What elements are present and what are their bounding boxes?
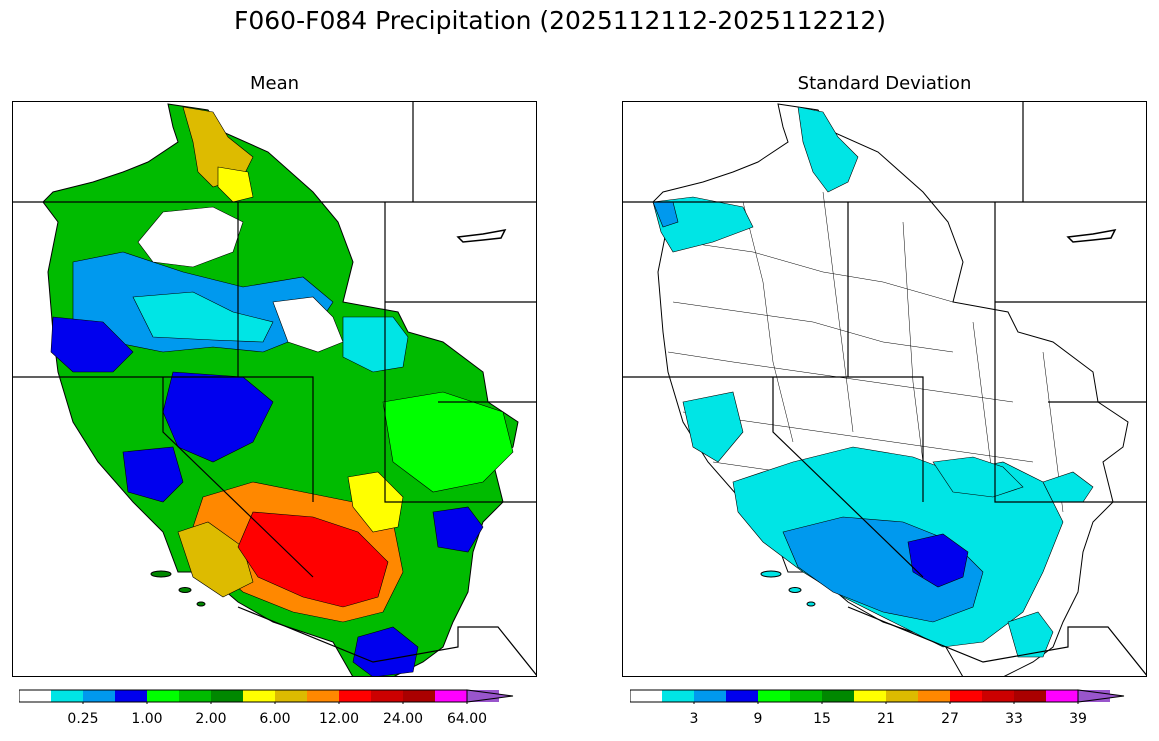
channel-islands — [150, 570, 206, 607]
colorbar-cell — [435, 690, 467, 702]
figure-title: F060-F084 Precipitation (2025112112-2025… — [233, 6, 886, 35]
region-cyan-east — [342, 316, 409, 373]
colorbar-cell — [726, 690, 758, 702]
colorbar-cell — [918, 690, 950, 702]
colorbar-cell — [211, 690, 243, 702]
colorbar-tick-label: 27 — [941, 711, 959, 727]
colorbar-cell — [822, 690, 854, 702]
colorbar-cell — [886, 690, 918, 702]
colorbar-tick-label: 0.25 — [67, 711, 99, 727]
colorbar-cell — [275, 690, 307, 702]
region-blue-west — [50, 316, 134, 373]
region-cyan-southeast — [1007, 611, 1054, 658]
region-blue-east-south — [432, 506, 484, 553]
colorbar-cell — [179, 690, 211, 702]
lake-outline — [456, 228, 507, 243]
colorbar-cell — [83, 690, 115, 702]
region-white-north — [137, 206, 244, 268]
mean-colorbar — [19, 689, 514, 704]
colorbar-cell — [982, 690, 1014, 702]
region-blue-southwest — [122, 446, 184, 503]
colorbar-tick-label: 15 — [813, 711, 831, 727]
region-cyan-west — [682, 391, 744, 463]
mean-panel-title: Mean — [249, 73, 300, 94]
colorbar-cell — [403, 690, 435, 702]
state-boundaries — [623, 102, 1146, 676]
lake-outline — [1066, 228, 1117, 243]
mean-colorbar-cells — [19, 689, 514, 704]
state-boundaries — [13, 102, 536, 676]
stddev-map — [622, 101, 1147, 677]
colorbar-cell — [790, 690, 822, 702]
colorbar-tick-label: 33 — [1005, 711, 1023, 727]
stddev-panel-title: Standard Deviation — [797, 73, 972, 94]
mean-map-svg — [13, 102, 536, 676]
region-gold-south — [177, 521, 254, 598]
colorbar-tick-label: 3 — [689, 711, 699, 727]
colorbar-tick-label: 6.00 — [259, 711, 291, 727]
colorbar-cell — [950, 690, 982, 702]
colorbar-tick-label: 9 — [753, 711, 763, 727]
colorbar-cell — [854, 690, 886, 702]
region-red-south — [237, 511, 389, 608]
region-blue-southeast — [352, 626, 419, 676]
region-darkblue-south — [907, 533, 969, 588]
stddev-colorbar — [630, 689, 1125, 704]
colorbar-cell — [51, 690, 83, 702]
colorbar-tick-label: 12.00 — [318, 711, 360, 727]
colorbar-cell — [662, 690, 694, 702]
stddev-colorbar-cells — [630, 689, 1125, 704]
region-cyan-east — [932, 456, 1024, 498]
colorbar-tick-label: 39 — [1069, 711, 1087, 727]
region-yellow-bright — [217, 166, 254, 203]
colorbar-cell — [371, 690, 403, 702]
region-cyan-north — [797, 106, 859, 193]
colorbar-cell — [694, 690, 726, 702]
colorbar-extend-arrow — [1077, 689, 1125, 703]
colorbar-cell — [243, 690, 275, 702]
colorbar-cell — [147, 690, 179, 702]
colorbar-tick-label: 1.00 — [131, 711, 163, 727]
colorbar-tick-label: 21 — [877, 711, 895, 727]
colorbar-cell — [115, 690, 147, 702]
channel-islands — [760, 570, 816, 607]
colorbar-extend-arrow — [466, 689, 514, 703]
colorbar-tick-label: 2.00 — [195, 711, 227, 727]
colorbar-tick-label: 24.00 — [382, 711, 424, 727]
colorbar-cell — [19, 690, 51, 702]
colorbar-cell — [758, 690, 790, 702]
region-cyan-far-east — [1042, 471, 1094, 503]
colorbar-cell — [630, 690, 662, 702]
region-cyan-northwest — [652, 196, 754, 253]
region-yellow-south — [347, 471, 404, 533]
colorbar-cell — [307, 690, 339, 702]
stddev-map-svg — [623, 102, 1146, 676]
colorbar-cell — [1046, 690, 1078, 702]
colorbar-outline — [630, 689, 1078, 703]
region-blue-central — [162, 371, 274, 463]
colorbar-tick-label: 64.00 — [446, 711, 488, 727]
colorbar-cell — [339, 690, 371, 702]
colorbar-outline — [19, 689, 467, 703]
mean-map — [12, 101, 537, 677]
region-green-east — [382, 391, 514, 493]
colorbar-cell — [1014, 690, 1046, 702]
